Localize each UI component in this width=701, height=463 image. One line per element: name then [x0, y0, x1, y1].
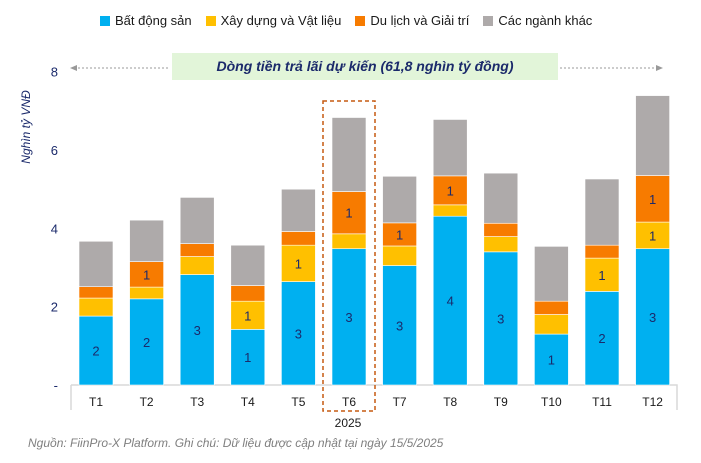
- x-tick-label: T10: [541, 395, 562, 409]
- bar-segment: [584, 178, 620, 246]
- data-label: 3: [396, 318, 403, 333]
- y-tick-label: 8: [51, 65, 58, 80]
- bar-segment: [129, 286, 164, 300]
- arrow-right-icon: [656, 65, 663, 71]
- bar-segment: [179, 274, 215, 386]
- x-tick-label: T11: [592, 395, 612, 409]
- legend-item: Du lịch và Giải trí: [355, 13, 469, 28]
- legend-label: Du lịch và Giải trí: [370, 13, 470, 28]
- legend-item: Các ngành khác: [483, 13, 592, 28]
- data-label: 1: [295, 256, 302, 271]
- bar-segment: [230, 285, 266, 302]
- bar-segment: [331, 117, 367, 192]
- bar-segment: [179, 256, 215, 275]
- data-label: 1: [244, 350, 251, 365]
- bar-segment: [331, 191, 367, 235]
- data-label: 1: [396, 227, 403, 242]
- bar-segment: [534, 314, 569, 335]
- bar-segment: [230, 244, 266, 286]
- legend-label: Các ngành khác: [498, 13, 593, 28]
- y-tick-label: -: [54, 378, 58, 393]
- bar-segment: [635, 248, 670, 386]
- data-label: 3: [649, 310, 656, 325]
- x-tick-label: T3: [190, 395, 204, 409]
- bar-segment: [483, 236, 519, 253]
- data-label: 4: [447, 294, 454, 309]
- bar-segment: [382, 175, 417, 224]
- x-tick-label: T9: [494, 395, 508, 409]
- bar-segment: [534, 300, 569, 315]
- data-label: 3: [345, 310, 352, 325]
- data-label: 3: [497, 311, 504, 326]
- chart-title: Dòng tiền trả lãi dự kiến (61,8 nghìn tỷ…: [172, 53, 558, 80]
- bar-segment: [179, 243, 215, 257]
- bar-segment: [635, 95, 670, 176]
- bar-segment: [281, 231, 316, 246]
- x-tick-label: T2: [140, 395, 154, 409]
- data-label: 3: [295, 326, 302, 341]
- data-label: 2: [143, 335, 150, 350]
- bar-segment: [635, 175, 670, 223]
- bar-segment: [281, 188, 316, 232]
- data-label: 2: [92, 344, 99, 359]
- y-tick-label: 2: [51, 300, 58, 315]
- legend-item: Xây dựng và Vật liệu: [205, 13, 342, 28]
- bar-segment: [331, 248, 367, 386]
- data-label: 1: [598, 268, 605, 283]
- data-label: 2: [598, 331, 605, 346]
- x-tick-label: T1: [89, 395, 103, 409]
- bar-segment: [432, 204, 468, 217]
- highlight-box: [322, 100, 376, 412]
- x-tick-label: T7: [393, 395, 407, 409]
- bar-segment: [432, 175, 468, 206]
- bar-segment: [584, 244, 620, 259]
- bar-segment: [129, 219, 164, 262]
- y-tick-label: 6: [51, 143, 58, 158]
- bar-segment: [382, 245, 417, 266]
- legend-label: Bất động sản: [115, 13, 192, 28]
- legend-item: Bất động sản: [100, 13, 192, 28]
- bar-segment: [179, 197, 215, 244]
- bar-segment: [483, 222, 519, 237]
- x-axis-label: 2025: [334, 416, 362, 430]
- x-tick-label: T6: [342, 395, 356, 409]
- bar-segment: [230, 329, 266, 386]
- bar-segment: [129, 261, 164, 288]
- bar-segment: [483, 172, 519, 224]
- y-tick-label: 4: [51, 221, 58, 236]
- bar-segment: [635, 221, 670, 250]
- data-label: 1: [548, 353, 555, 368]
- data-label: 3: [194, 323, 201, 338]
- data-label: 1: [649, 228, 656, 243]
- data-label: 1: [447, 183, 454, 198]
- bar-segment: [432, 215, 468, 386]
- bar-segment: [78, 286, 114, 299]
- footer-note: Nguồn: FiinPro-X Platform. Ghi chú: Dữ l…: [28, 436, 444, 450]
- bar-segment: [331, 233, 367, 250]
- bar-segment: [230, 300, 266, 330]
- x-tick-label: T8: [443, 395, 457, 409]
- bar-segment: [78, 315, 114, 386]
- x-tick-label: T12: [642, 395, 663, 409]
- x-tick-label: T4: [241, 395, 255, 409]
- bar-segment: [281, 281, 316, 386]
- data-label: 1: [244, 308, 251, 323]
- bar-segment: [129, 298, 164, 386]
- data-label: 1: [649, 192, 656, 207]
- x-axis-line: [70, 384, 678, 410]
- legend: Bất động sản Xây dựng và Vật liệu Du lịc…: [100, 13, 592, 28]
- bar-segment: [78, 240, 114, 288]
- legend-label: Xây dựng và Vật liệu: [220, 13, 342, 28]
- bar-segment: [78, 297, 114, 317]
- bar-segment: [432, 119, 468, 177]
- bar-segment: [281, 244, 316, 282]
- data-label: 1: [345, 206, 352, 221]
- data-label: 1: [143, 267, 150, 282]
- bar-segment: [534, 246, 569, 302]
- x-tick-label: T5: [291, 395, 305, 409]
- y-axis-label: Nghìn tỷ VNĐ: [19, 90, 33, 164]
- arrow-left-icon: [70, 65, 77, 71]
